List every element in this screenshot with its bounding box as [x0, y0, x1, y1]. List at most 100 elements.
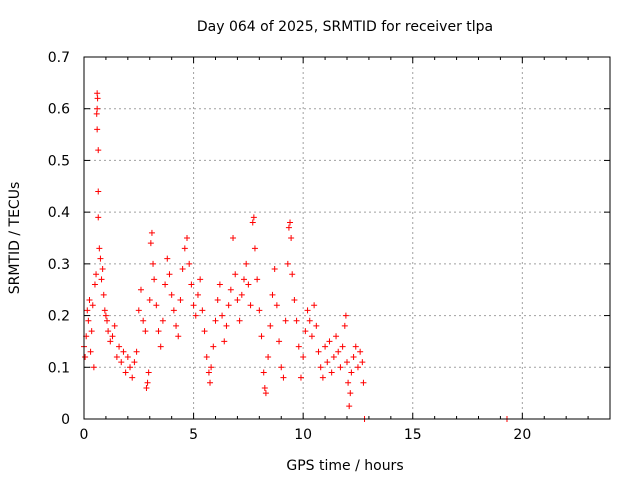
data-point	[208, 364, 215, 371]
data-point	[127, 364, 134, 371]
data-point	[166, 271, 173, 278]
data-point	[111, 322, 118, 329]
data-point	[223, 322, 230, 329]
data-point	[267, 322, 274, 329]
data-point	[90, 364, 97, 371]
data-point	[288, 235, 295, 241]
data-point	[289, 271, 296, 278]
chart-title: Day 064 of 2025, SRMTID for receiver tlp…	[197, 19, 493, 35]
data-point	[87, 348, 94, 355]
data-point	[109, 333, 116, 340]
data-point	[221, 338, 228, 345]
data-point	[212, 317, 219, 324]
data-point	[155, 328, 162, 335]
data-point	[89, 302, 96, 309]
data-point	[135, 307, 142, 314]
y-axis-label: SRMTID / TECUs	[7, 182, 23, 295]
data-point	[82, 353, 89, 360]
y-tick-label: 0.3	[48, 257, 70, 273]
data-point	[199, 307, 206, 314]
data-point	[230, 235, 237, 241]
data-point	[293, 317, 300, 324]
data-point	[260, 369, 267, 376]
data-point	[144, 379, 151, 386]
data-point	[177, 297, 184, 304]
y-tick-label: 0.5	[48, 153, 70, 169]
data-point	[94, 126, 101, 133]
data-point	[148, 229, 155, 236]
data-point	[352, 343, 359, 350]
data-point	[142, 328, 149, 335]
data-point	[333, 333, 340, 340]
x-tick-label: 5	[189, 427, 198, 443]
data-point	[271, 266, 278, 273]
data-point	[360, 379, 367, 386]
data-point	[232, 271, 239, 278]
data-point	[162, 281, 169, 288]
data-point	[95, 214, 102, 221]
data-point	[250, 214, 257, 221]
data-point	[86, 297, 93, 304]
data-point	[175, 333, 182, 340]
data-point	[287, 219, 294, 226]
data-point	[205, 369, 212, 376]
data-point	[346, 403, 353, 410]
data-point	[157, 343, 164, 350]
data-points	[81, 90, 510, 422]
data-point	[319, 374, 326, 381]
x-axis-label: GPS time / hours	[286, 458, 403, 474]
data-point	[276, 338, 283, 345]
data-point	[322, 343, 329, 350]
y-tick-label: 0	[61, 412, 70, 428]
data-point	[184, 235, 191, 241]
data-point	[308, 333, 315, 340]
data-point	[122, 369, 129, 376]
data-point	[261, 384, 268, 391]
data-point	[291, 297, 298, 304]
data-point	[94, 90, 101, 97]
data-point	[207, 379, 214, 386]
data-point	[348, 369, 355, 376]
y-tick-label: 0.1	[48, 360, 70, 376]
data-point	[140, 317, 147, 324]
data-point	[97, 255, 104, 262]
data-point	[265, 353, 272, 360]
data-point	[251, 245, 258, 252]
data-point	[330, 353, 337, 360]
data-point	[317, 364, 324, 371]
data-point	[339, 343, 346, 350]
data-point	[133, 348, 140, 355]
data-point	[302, 328, 309, 335]
data-point	[173, 322, 180, 329]
data-point	[98, 276, 105, 283]
data-point	[151, 276, 158, 283]
data-point	[254, 276, 261, 283]
data-point	[219, 312, 226, 319]
data-point	[190, 302, 197, 309]
data-point	[315, 348, 322, 355]
data-point	[95, 188, 102, 195]
data-point	[306, 317, 313, 324]
data-point	[313, 322, 320, 329]
data-point	[256, 307, 263, 314]
data-point	[113, 353, 120, 360]
data-point	[284, 260, 291, 267]
data-point	[194, 291, 201, 298]
y-tick-label: 0.4	[48, 205, 70, 221]
data-point	[99, 266, 106, 273]
data-point	[145, 369, 152, 376]
data-point	[214, 297, 221, 304]
data-point	[354, 364, 361, 371]
data-point	[94, 95, 101, 102]
data-point	[249, 219, 256, 226]
data-point	[146, 297, 153, 304]
data-point	[186, 260, 193, 267]
data-point	[201, 328, 208, 335]
data-point	[285, 224, 292, 231]
data-point	[94, 105, 101, 112]
data-point	[300, 353, 307, 360]
data-point	[243, 260, 250, 267]
x-tick-label: 20	[513, 427, 531, 443]
data-point	[93, 110, 100, 117]
